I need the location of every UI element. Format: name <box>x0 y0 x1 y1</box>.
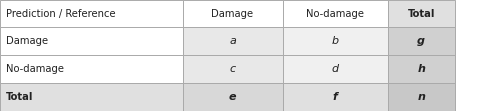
Bar <box>282 27 388 55</box>
Text: No-damage: No-damage <box>6 64 64 74</box>
Bar <box>282 0 388 27</box>
Bar <box>282 55 388 83</box>
Text: n: n <box>418 92 425 102</box>
Bar <box>0 27 182 55</box>
Text: Damage: Damage <box>212 9 254 19</box>
Text: a: a <box>229 36 236 46</box>
Text: Damage: Damage <box>6 36 48 46</box>
Bar <box>388 0 455 27</box>
Bar <box>182 0 282 27</box>
Text: d: d <box>332 64 338 74</box>
Text: c: c <box>230 64 235 74</box>
Text: h: h <box>418 64 425 74</box>
Text: g: g <box>417 36 425 46</box>
Text: Prediction / Reference: Prediction / Reference <box>6 9 116 19</box>
Bar <box>388 83 455 111</box>
Bar <box>0 83 182 111</box>
Bar <box>0 0 182 27</box>
Bar <box>182 83 282 111</box>
Text: Total: Total <box>408 9 435 19</box>
Bar <box>182 55 282 83</box>
Bar <box>0 55 182 83</box>
Text: No-damage: No-damage <box>306 9 364 19</box>
Text: b: b <box>332 36 338 46</box>
Bar <box>388 55 455 83</box>
Bar <box>282 83 388 111</box>
Text: Total: Total <box>6 92 34 102</box>
Bar <box>388 27 455 55</box>
Bar <box>182 27 282 55</box>
Text: e: e <box>228 92 236 102</box>
Text: f: f <box>332 92 338 102</box>
